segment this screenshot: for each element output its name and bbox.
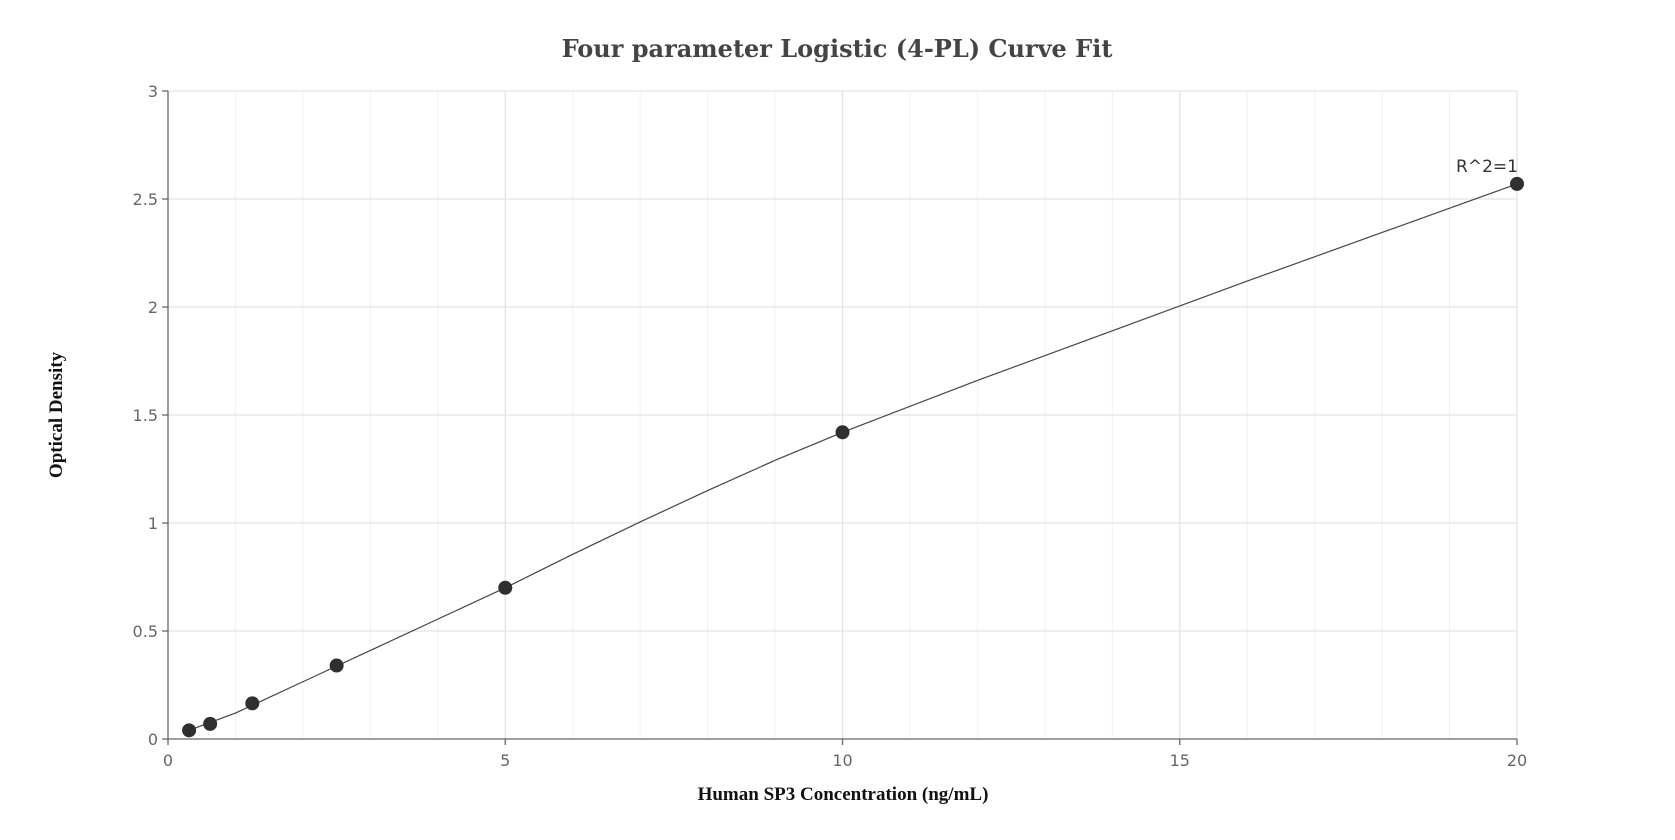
y-tick-label: 3 [148,82,158,101]
data-point [329,658,344,673]
data-point [203,716,218,731]
y-ticks: 0 0.5 1 1.5 2 2.5 3 [133,82,168,749]
y-tick-label: 0 [148,730,158,749]
x-tick-label: 5 [500,751,510,770]
data-point [835,425,850,440]
data-point [182,723,197,738]
x-tick-label: 10 [832,751,852,770]
grid [168,90,1518,739]
data-point [498,580,513,595]
chart-title: Four parameter Logistic (4-PL) Curve Fit [562,34,1113,63]
x-tick-label: 20 [1507,751,1527,770]
x-ticks: 0 5 10 15 20 [163,739,1527,770]
data-point [1510,176,1524,191]
data-point [245,696,260,711]
y-axis-label: Optical Density [46,351,67,478]
x-tick-label: 0 [163,751,173,770]
annotations: R^2=1 [1456,157,1518,177]
data-points [182,176,1524,738]
r-squared-annotation: R^2=1 [1456,157,1518,177]
x-axis-label: Human SP3 Concentration (ng/mL) [698,784,989,805]
x-tick-label: 15 [1170,751,1190,770]
fit-curve [188,183,1518,731]
y-tick-label: 1 [148,514,158,533]
y-tick-label: 2 [148,298,158,317]
y-tick-label: 0.5 [133,622,158,641]
y-tick-label: 2.5 [133,190,158,209]
y-tick-label: 1.5 [133,406,158,425]
